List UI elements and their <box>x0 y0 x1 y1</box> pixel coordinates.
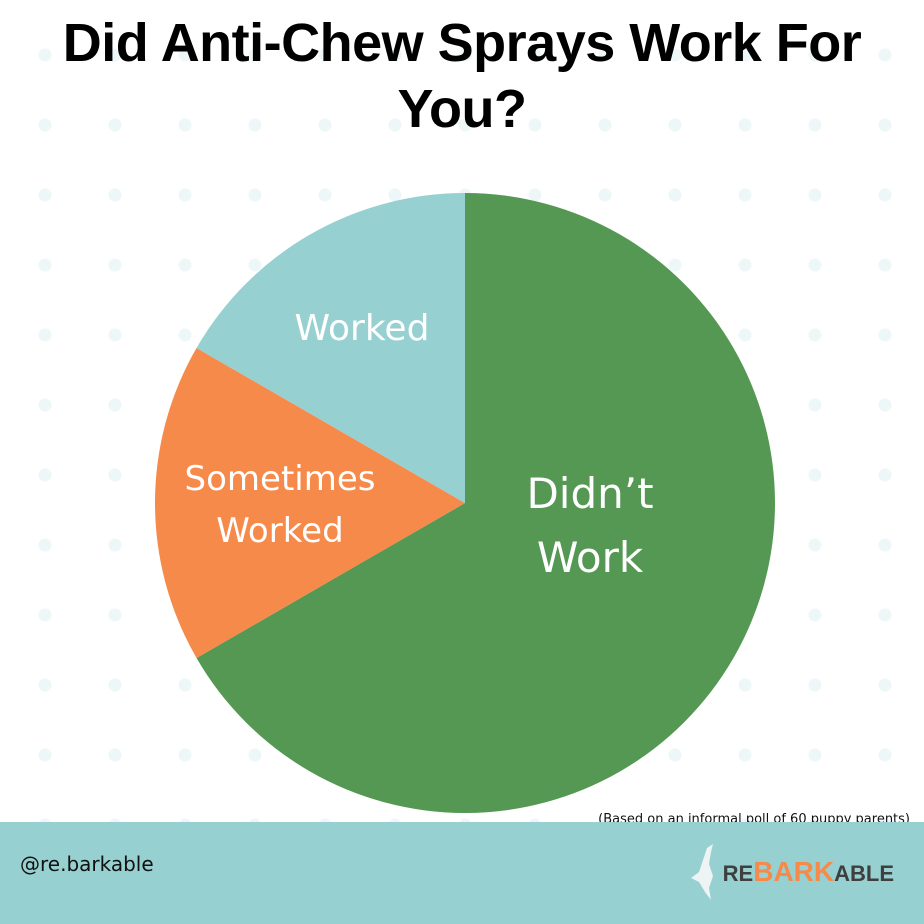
logo-bark: BARK <box>753 856 835 887</box>
label-didnt-work: Didn’t Work <box>526 469 653 582</box>
pie-slice-didn-t-work <box>196 193 775 813</box>
social-handle[interactable]: @re.barkable <box>20 852 154 876</box>
rebarkable-logo: REBARKABLE <box>687 842 894 902</box>
logo-re: RE <box>722 861 754 886</box>
chart-title: Did Anti-Chew Sprays Work For You? <box>62 13 862 139</box>
dog-icon <box>690 844 713 900</box>
label-worked: Worked <box>295 308 430 349</box>
logo-able: ABLE <box>834 861 894 886</box>
pie-slice-worked <box>196 193 466 503</box>
label-sometimes-worked: Sometimes Worked <box>185 459 376 551</box>
footer-bar: @re.barkable REBARKABLE <box>0 822 924 924</box>
pie-slice-sometimes-worked <box>155 348 465 658</box>
